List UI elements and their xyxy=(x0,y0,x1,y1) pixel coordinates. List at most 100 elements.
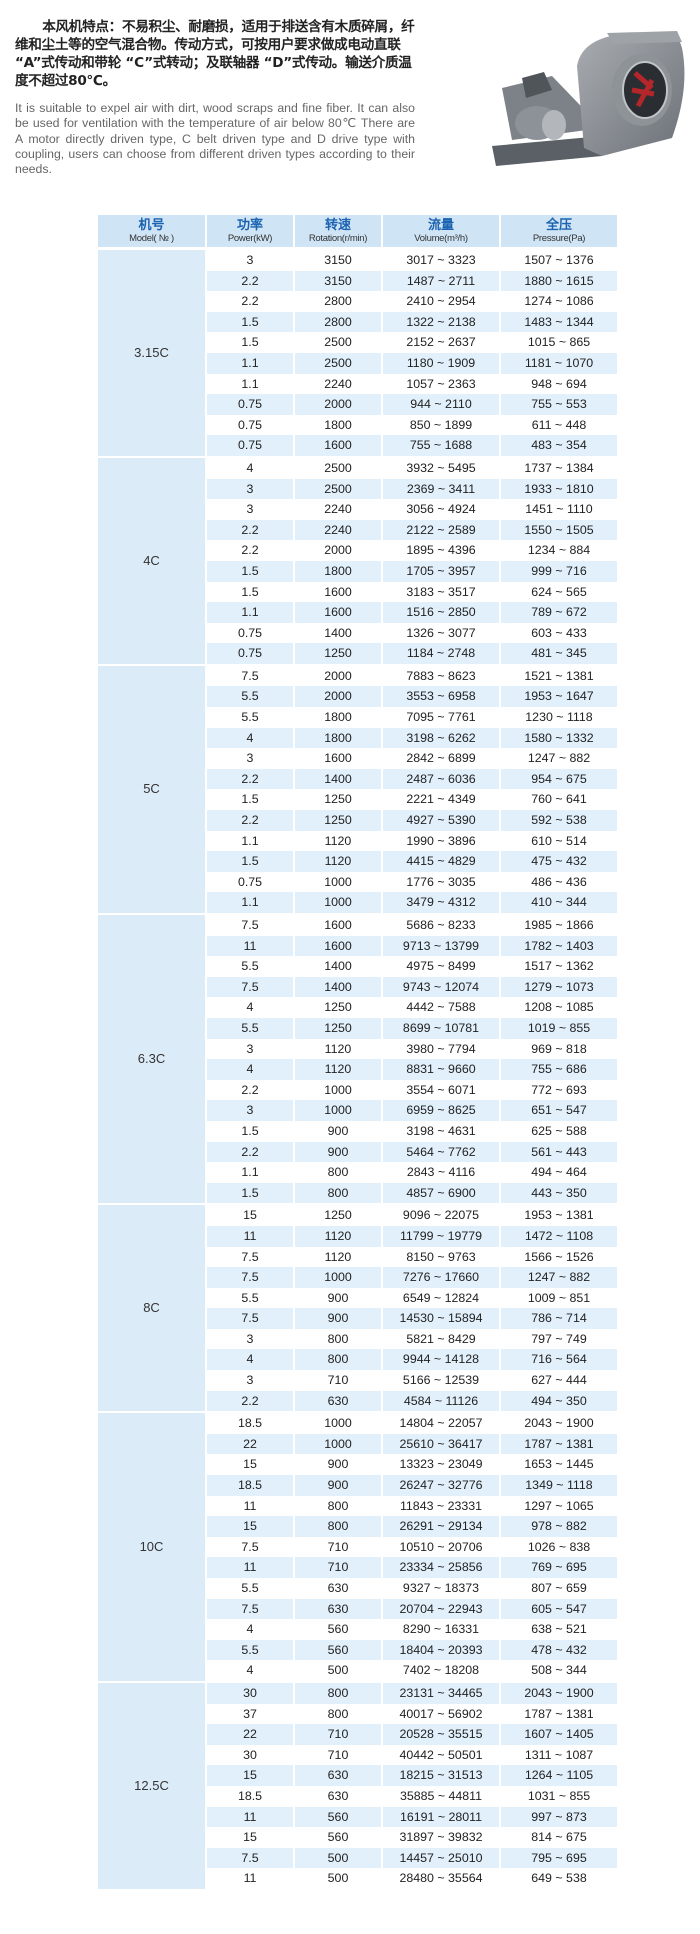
pressure-cell: 508 ~ 344 xyxy=(501,1660,617,1681)
pressure-cell: 969 ~ 818 xyxy=(501,1038,617,1060)
volume-cell: 3183 ~ 3517 xyxy=(383,581,499,603)
volume-cell: 40442 ~ 50501 xyxy=(383,1744,499,1766)
rotation-cell: 2000 xyxy=(295,665,381,687)
power-cell: 4 xyxy=(207,727,293,749)
volume-cell: 26291 ~ 29134 xyxy=(383,1516,499,1537)
table-row: 3 1600 2842 ~ 6899 1247 ~ 882 xyxy=(98,748,617,769)
power-cell: 1.1 xyxy=(207,1162,293,1183)
rotation-cell: 2000 xyxy=(295,686,381,708)
pressure-cell: 1349 ~ 1118 xyxy=(501,1475,617,1496)
pressure-cell: 2043 ~ 1900 xyxy=(501,1413,617,1434)
volume-cell: 9713 ~ 13799 xyxy=(383,935,499,957)
rotation-cell: 630 xyxy=(295,1598,381,1620)
table-row: 1.1 2240 1057 ~ 2363 948 ~ 694 xyxy=(98,373,617,395)
volume-cell: 28480 ~ 35564 xyxy=(383,1868,499,1889)
table-row: 7.5 900 14530 ~ 15894 786 ~ 714 xyxy=(98,1308,617,1329)
fan-spec-table: 机号 Model( № ) 功率 Power(kW) 转速 Rotation(r/min)… xyxy=(96,215,619,1889)
table-row: 11 1120 11799 ~ 19779 1472 ~ 1108 xyxy=(98,1225,617,1247)
header-label-en: Volume(m³/h) xyxy=(414,232,468,244)
power-cell: 2.2 xyxy=(207,291,293,312)
power-cell: 7.5 xyxy=(207,1246,293,1268)
pressure-cell: 561 ~ 443 xyxy=(501,1141,617,1163)
rotation-cell: 710 xyxy=(295,1370,381,1391)
rotation-cell: 1120 xyxy=(295,1225,381,1247)
volume-cell: 1180 ~ 1909 xyxy=(383,352,499,374)
volume-cell: 944 ~ 2110 xyxy=(383,394,499,415)
table-row: 1.5 800 4857 ~ 6900 443 ~ 350 xyxy=(98,1182,617,1204)
volume-cell: 6959 ~ 8625 xyxy=(383,1100,499,1121)
table-row: 4 560 8290 ~ 16331 638 ~ 521 xyxy=(98,1619,617,1640)
power-cell: 18.5 xyxy=(207,1413,293,1434)
power-cell: 7.5 xyxy=(207,1267,293,1288)
table-row: 0.75 1800 850 ~ 1899 611 ~ 448 xyxy=(98,414,617,436)
pressure-cell: 1787 ~ 1381 xyxy=(501,1433,617,1455)
volume-cell: 2843 ~ 4116 xyxy=(383,1162,499,1183)
power-cell: 30 xyxy=(207,1744,293,1766)
power-cell: 5.5 xyxy=(207,1578,293,1599)
table-row: 11 800 11843 ~ 23331 1297 ~ 1065 xyxy=(98,1495,617,1517)
power-cell: 15 xyxy=(207,1205,293,1226)
table-row: 1.5 1800 1705 ~ 3957 999 ~ 716 xyxy=(98,560,617,582)
power-cell: 7.5 xyxy=(207,915,293,936)
table-row: 1.1 2500 1180 ~ 1909 1181 ~ 1070 xyxy=(98,352,617,374)
header-label-cn: 机号 xyxy=(138,217,165,233)
volume-cell: 4975 ~ 8499 xyxy=(383,956,499,977)
pressure-cell: 410 ~ 344 xyxy=(501,892,617,913)
rotation-cell: 1400 xyxy=(295,956,381,977)
rotation-cell: 2000 xyxy=(295,540,381,561)
volume-cell: 4927 ~ 5390 xyxy=(383,810,499,831)
power-cell: 7.5 xyxy=(207,1536,293,1558)
volume-cell: 5821 ~ 8429 xyxy=(383,1328,499,1350)
rotation-cell: 1000 xyxy=(295,1413,381,1434)
pressure-cell: 948 ~ 694 xyxy=(501,373,617,395)
volume-cell: 2410 ~ 2954 xyxy=(383,291,499,312)
pressure-cell: 1782 ~ 1403 xyxy=(501,935,617,957)
rotation-cell: 1600 xyxy=(295,581,381,603)
power-cell: 1.5 xyxy=(207,789,293,811)
rotation-cell: 630 xyxy=(295,1390,381,1412)
power-cell: 11 xyxy=(207,1806,293,1828)
power-cell: 4 xyxy=(207,457,293,479)
pressure-cell: 1607 ~ 1405 xyxy=(501,1724,617,1745)
rotation-cell: 710 xyxy=(295,1557,381,1578)
table-row: 18.5 630 35885 ~ 44811 1031 ~ 855 xyxy=(98,1785,617,1807)
power-cell: 3 xyxy=(207,250,293,271)
rotation-cell: 1400 xyxy=(295,622,381,644)
table-row: 1.5 1250 2221 ~ 4349 760 ~ 641 xyxy=(98,789,617,811)
pressure-cell: 651 ~ 547 xyxy=(501,1100,617,1121)
table-row: 7.5 1000 7276 ~ 17660 1247 ~ 882 xyxy=(98,1267,617,1288)
table-row: 7.5 1400 9743 ~ 12074 1279 ~ 1073 xyxy=(98,976,617,998)
table-row: 4C 4 2500 3932 ~ 5495 1737 ~ 1384 xyxy=(98,457,617,664)
power-cell: 5.5 xyxy=(207,1017,293,1039)
pressure-cell: 624 ~ 565 xyxy=(501,581,617,603)
table-row: 5C 7.5 2000 7883 ~ 8623 1521 ~ 1381 xyxy=(98,665,617,913)
table-row: 4 1800 3198 ~ 6262 1580 ~ 1332 xyxy=(98,727,617,749)
power-cell: 1.5 xyxy=(207,332,293,353)
table-row: 0.75 1250 1184 ~ 2748 481 ~ 345 xyxy=(98,643,617,664)
pressure-cell: 786 ~ 714 xyxy=(501,1308,617,1329)
pressure-cell: 610 ~ 514 xyxy=(501,830,617,852)
pressure-cell: 797 ~ 749 xyxy=(501,1328,617,1350)
volume-cell: 1487 ~ 2711 xyxy=(383,270,499,292)
power-cell: 11 xyxy=(207,935,293,957)
power-cell: 1.5 xyxy=(207,851,293,872)
volume-cell: 7095 ~ 7761 xyxy=(383,707,499,728)
power-cell: 22 xyxy=(207,1724,293,1745)
pressure-cell: 1234 ~ 884 xyxy=(501,540,617,561)
rotation-cell: 1800 xyxy=(295,414,381,436)
volume-cell: 3554 ~ 6071 xyxy=(383,1079,499,1101)
pressure-cell: 1953 ~ 1647 xyxy=(501,686,617,708)
volume-cell: 5686 ~ 8233 xyxy=(383,915,499,936)
volume-cell: 14530 ~ 15894 xyxy=(383,1308,499,1329)
rotation-cell: 900 xyxy=(295,1308,381,1329)
volume-cell: 1776 ~ 3035 xyxy=(383,871,499,893)
power-cell: 37 xyxy=(207,1703,293,1725)
pressure-cell: 769 ~ 695 xyxy=(501,1557,617,1578)
power-cell: 7.5 xyxy=(207,1847,293,1869)
power-cell: 1.5 xyxy=(207,1120,293,1142)
pressure-cell: 2043 ~ 1900 xyxy=(501,1682,617,1704)
pressure-cell: 627 ~ 444 xyxy=(501,1370,617,1391)
table-row: 3 2240 3056 ~ 4924 1451 ~ 1110 xyxy=(98,499,617,520)
header-label-en: Power(kW) xyxy=(227,232,273,244)
rotation-cell: 1120 xyxy=(295,851,381,872)
